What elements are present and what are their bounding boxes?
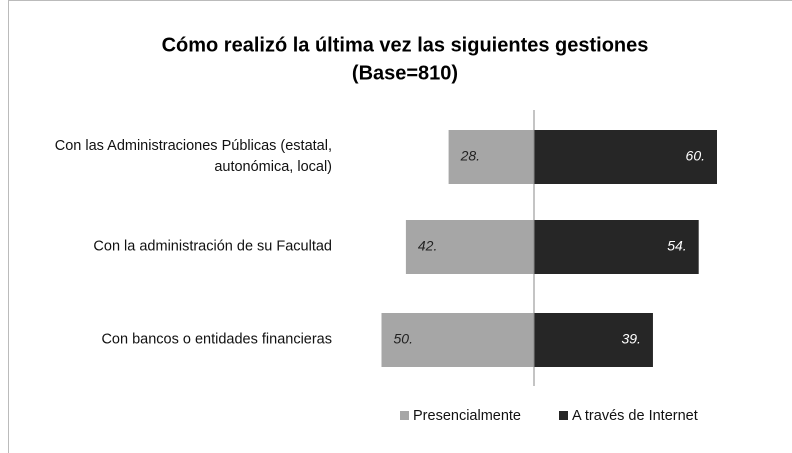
legend-label: A través de Internet [572,408,698,424]
category-label: Con bancos o entidades financieras [101,331,332,348]
bar [534,313,653,367]
chart-title: Cómo realizó la última vez las siguiente… [162,34,649,56]
legend-label: Presencialmente [413,408,521,424]
legend-swatch [559,411,568,420]
chart-subtitle: (Base=810) [352,62,458,84]
bar [534,130,717,184]
bar [381,313,534,367]
value-label: 39. [621,331,640,347]
border [8,0,792,453]
value-label: 28. [460,148,480,164]
value-label: 60. [686,148,705,164]
value-label: 50. [394,331,413,347]
category-label: Con la administración de su Facultad [93,238,332,255]
bar [405,220,534,274]
legend-swatch [400,411,409,420]
value-label: 42. [418,238,437,254]
bar [534,220,699,274]
bar [448,130,534,184]
category-label: Con las Administraciones Públicas (estat… [54,138,332,175]
value-label: 54. [667,238,686,254]
